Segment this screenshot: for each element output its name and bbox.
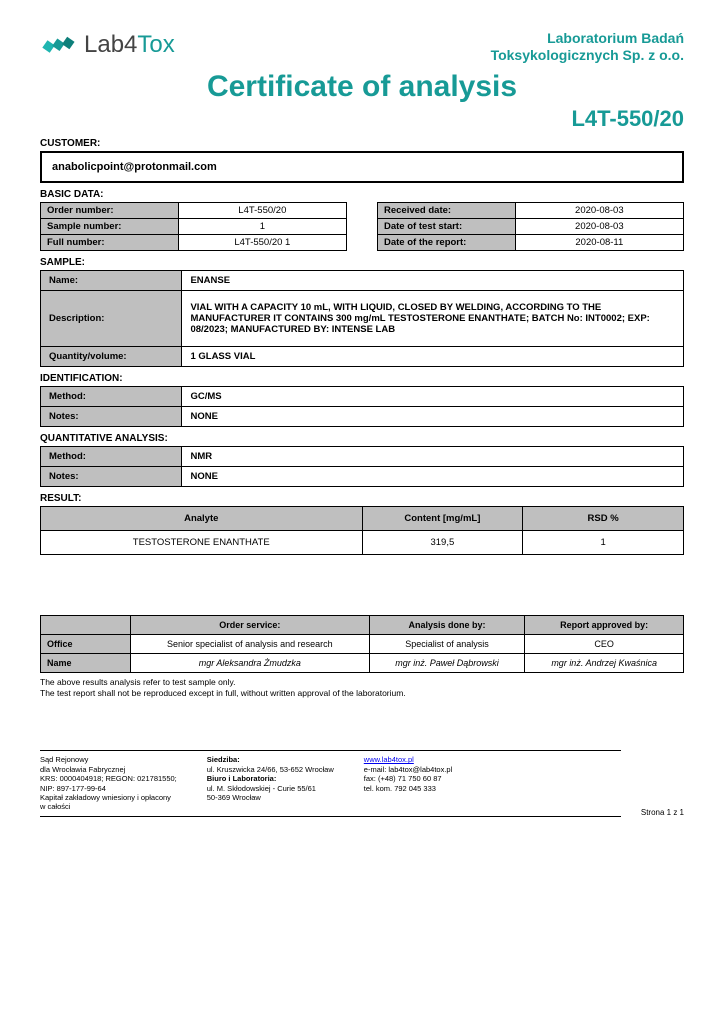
- basic-right-table: Received date:2020-08-03 Date of test st…: [377, 202, 684, 251]
- page-number: Strona 1 z 1: [641, 808, 684, 817]
- page-title: Certificate of analysis: [40, 70, 684, 104]
- logo-text: Lab4Tox: [84, 31, 175, 59]
- company-name: Laboratorium Badań Toksykologicznych Sp.…: [491, 30, 684, 64]
- identification-label: IDENTIFICATION:: [40, 373, 684, 384]
- result-table: Analyte Content [mg/mL] RSD % TESTOSTERO…: [40, 506, 684, 555]
- logo-diamonds-icon: [40, 30, 80, 60]
- customer-box: anabolicpoint@protonmail.com: [40, 151, 684, 183]
- sample-table: Name:ENANSE Description:VIAL WITH A CAPA…: [40, 270, 684, 367]
- footer-col-address: Siedziba: ul. Kruszwicka 24/66, 53-652 W…: [207, 755, 334, 811]
- footer-info: Sąd Rejonowy dla Wrocławia Fabrycznej KR…: [40, 750, 621, 816]
- disclaimer: The above results analysis refer to test…: [40, 677, 684, 701]
- result-label: RESULT:: [40, 493, 684, 504]
- certificate-number: L4T-550/20: [40, 106, 684, 132]
- basic-data-label: BASIC DATA:: [40, 189, 684, 200]
- identification-table: Method:GC/MS Notes:NONE: [40, 386, 684, 427]
- logo: Lab4Tox: [40, 30, 175, 60]
- website-link[interactable]: www.lab4tox.pl: [364, 755, 414, 764]
- signoff-table: Order service: Analysis done by: Report …: [40, 615, 684, 673]
- footer-col-legal: Sąd Rejonowy dla Wrocławia Fabrycznej KR…: [40, 755, 177, 811]
- basic-left-table: Order number:L4T-550/20 Sample number:1 …: [40, 202, 347, 251]
- footer-col-contact: www.lab4tox.pl e-mail: lab4tox@lab4tox.p…: [364, 755, 453, 811]
- quantitative-label: QUANTITATIVE ANALYSIS:: [40, 433, 684, 444]
- customer-label: CUSTOMER:: [40, 138, 684, 149]
- sample-label: SAMPLE:: [40, 257, 684, 268]
- quantitative-table: Method:NMR Notes:NONE: [40, 446, 684, 487]
